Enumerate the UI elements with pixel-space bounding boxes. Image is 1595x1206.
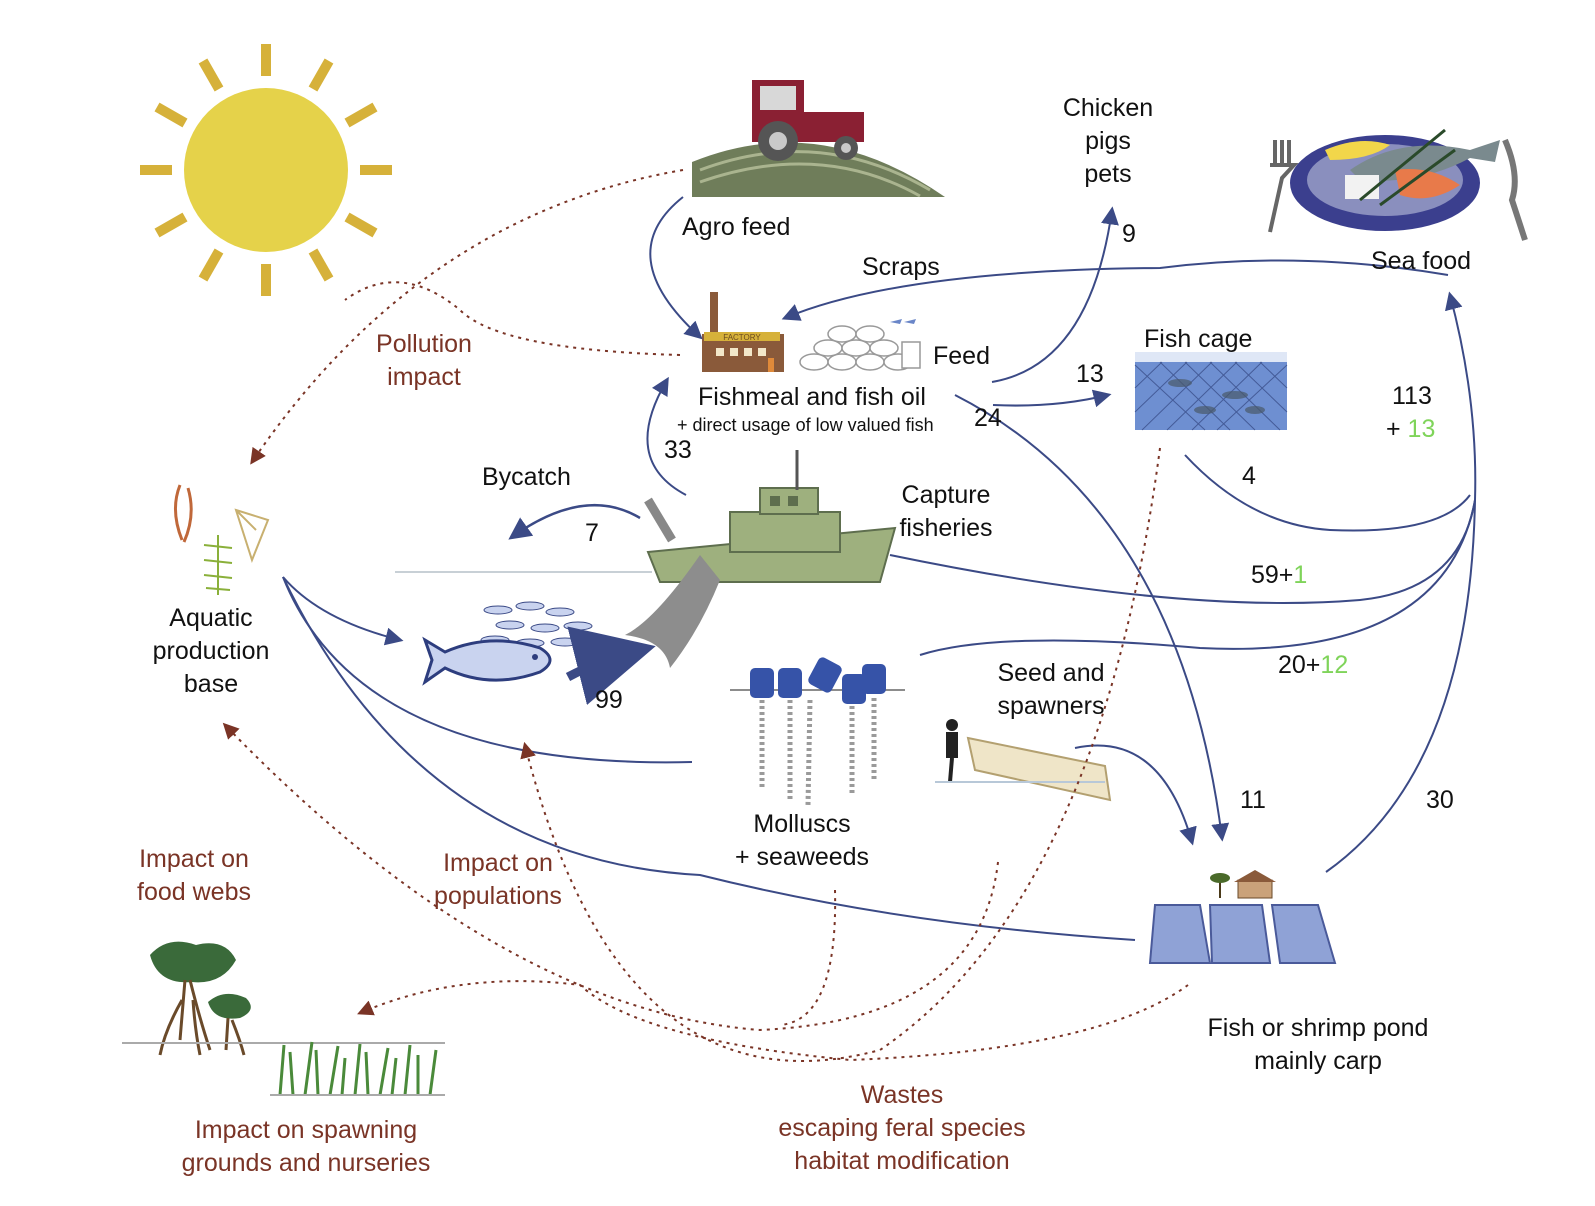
flow-chicken-value: 9 bbox=[1122, 220, 1136, 248]
fish-pond-icon bbox=[1148, 870, 1337, 964]
fish-cage-label: Fish cage bbox=[1144, 325, 1253, 353]
flow-catch-value: 99 bbox=[595, 686, 623, 714]
sea-food-label: Sea food bbox=[1371, 247, 1472, 275]
food-webs-impact-label: Impact on food webs bbox=[137, 845, 251, 906]
pollution-impact-label: Pollution impact bbox=[376, 330, 472, 391]
flow-cage bbox=[992, 389, 1112, 408]
flow-pond-to-seafood bbox=[1325, 291, 1477, 873]
chicken-pigs-pets-label: Chicken pigs pets bbox=[1048, 92, 1168, 191]
flow-capture-to-seafood bbox=[889, 499, 1476, 604]
fishmeal-label: Fishmeal and fish oil bbox=[698, 383, 926, 411]
spawning-impact-label: Impact on spawning grounds and nurseries bbox=[181, 1116, 431, 1177]
flow-molluscs-seafood-row: 20+12 bbox=[1278, 651, 1349, 679]
pigs-label: pigs bbox=[1085, 127, 1131, 155]
impact-pond-to-spawning bbox=[357, 980, 1189, 1062]
flow-seafood-extra-row: + 13 bbox=[1386, 415, 1436, 443]
seed-spawners-label: Seed and spawners bbox=[997, 659, 1105, 720]
flow-arrows bbox=[282, 196, 1477, 941]
factory-sign: FACTORY bbox=[723, 333, 761, 342]
plankton-icon bbox=[174, 484, 270, 595]
impact-arrows bbox=[222, 169, 1189, 1063]
flow-capture-to-fishmeal bbox=[646, 376, 687, 496]
flow-seafood-extra-value: 13 bbox=[1407, 415, 1436, 443]
sun-icon bbox=[140, 44, 392, 296]
populations-impact-label: Impact on populations bbox=[434, 849, 562, 910]
flow-seed-pond-value: 11 bbox=[1240, 786, 1266, 814]
chicken-label: Chicken bbox=[1062, 94, 1154, 122]
fish-cage-icon bbox=[1134, 352, 1288, 431]
fishmeal-sub-label: + direct usage of low valued fish bbox=[677, 415, 934, 435]
fishing-boat-icon bbox=[625, 450, 897, 668]
flow-capture-seafood-row: 59+1 bbox=[1251, 561, 1308, 589]
flow-fishmeal-value: 33 bbox=[664, 436, 692, 464]
pets-label: pets bbox=[1084, 160, 1132, 188]
flow-seafood-total-value: 113 bbox=[1392, 382, 1432, 410]
impact-cage-to-populations bbox=[520, 447, 1161, 1063]
flow-bycatch bbox=[508, 503, 641, 540]
flow-bycatch-value: 7 bbox=[585, 519, 599, 547]
fisher-with-net-icon bbox=[935, 719, 1112, 802]
flow-base-to-pond bbox=[282, 576, 1136, 941]
bycatch-label: Bycatch bbox=[482, 463, 571, 491]
pond-label: Fish or shrimp pond mainly carp bbox=[1207, 1014, 1429, 1075]
agro-feed-label: Agro feed bbox=[682, 213, 791, 241]
flow-chicken bbox=[991, 206, 1119, 383]
mangrove-seagrass-icon bbox=[122, 941, 445, 1096]
aquatic-production-base-label: Aquatic production base bbox=[152, 604, 270, 698]
impact-agro-to-base bbox=[250, 169, 684, 465]
flow-cage-value: 13 bbox=[1076, 360, 1104, 388]
flow-cage-seafood-value: 4 bbox=[1242, 462, 1256, 490]
flow-base-to-fish bbox=[282, 576, 404, 646]
flow-pond-seafood-value: 30 bbox=[1426, 786, 1454, 814]
impact-molluscs bbox=[779, 889, 837, 1026]
capture-fisheries-label: Capture fisheries bbox=[899, 481, 993, 542]
wastes-impact-label: Wastes escaping feral species habitat mo… bbox=[778, 1081, 1026, 1175]
flow-scraps bbox=[781, 259, 1449, 321]
scraps-label: Scraps bbox=[862, 253, 940, 281]
feed-label: Feed bbox=[933, 342, 990, 370]
flow-agro-to-factory bbox=[649, 196, 703, 340]
seafood-plate-icon bbox=[1268, 128, 1528, 241]
tractor-field-icon bbox=[692, 80, 945, 198]
large-fish-icon bbox=[422, 636, 552, 686]
flow-catch bbox=[565, 626, 656, 706]
flow-molluscs-to-seafood bbox=[919, 499, 1476, 656]
impact-seed-to-foodwebs bbox=[222, 722, 999, 1032]
flow-pond-feed-value: 24 bbox=[974, 404, 1002, 432]
flow-cage-to-seafood bbox=[1184, 454, 1471, 532]
factory-icon bbox=[702, 292, 784, 372]
feed-sacks-icon bbox=[799, 319, 921, 371]
flow-seed-to-pond bbox=[1074, 744, 1197, 846]
mollusc-farm-icon bbox=[730, 657, 905, 806]
molluscs-seaweeds-label: Molluscs + seaweeds bbox=[734, 810, 870, 871]
flow-feed-to-pond bbox=[954, 394, 1230, 842]
